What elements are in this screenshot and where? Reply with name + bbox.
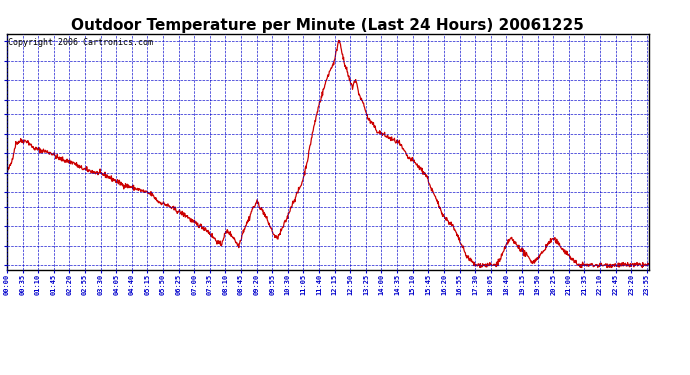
Text: Copyright 2006 Cartronics.com: Copyright 2006 Cartronics.com [8, 39, 153, 48]
Title: Outdoor Temperature per Minute (Last 24 Hours) 20061225: Outdoor Temperature per Minute (Last 24 … [71, 18, 584, 33]
